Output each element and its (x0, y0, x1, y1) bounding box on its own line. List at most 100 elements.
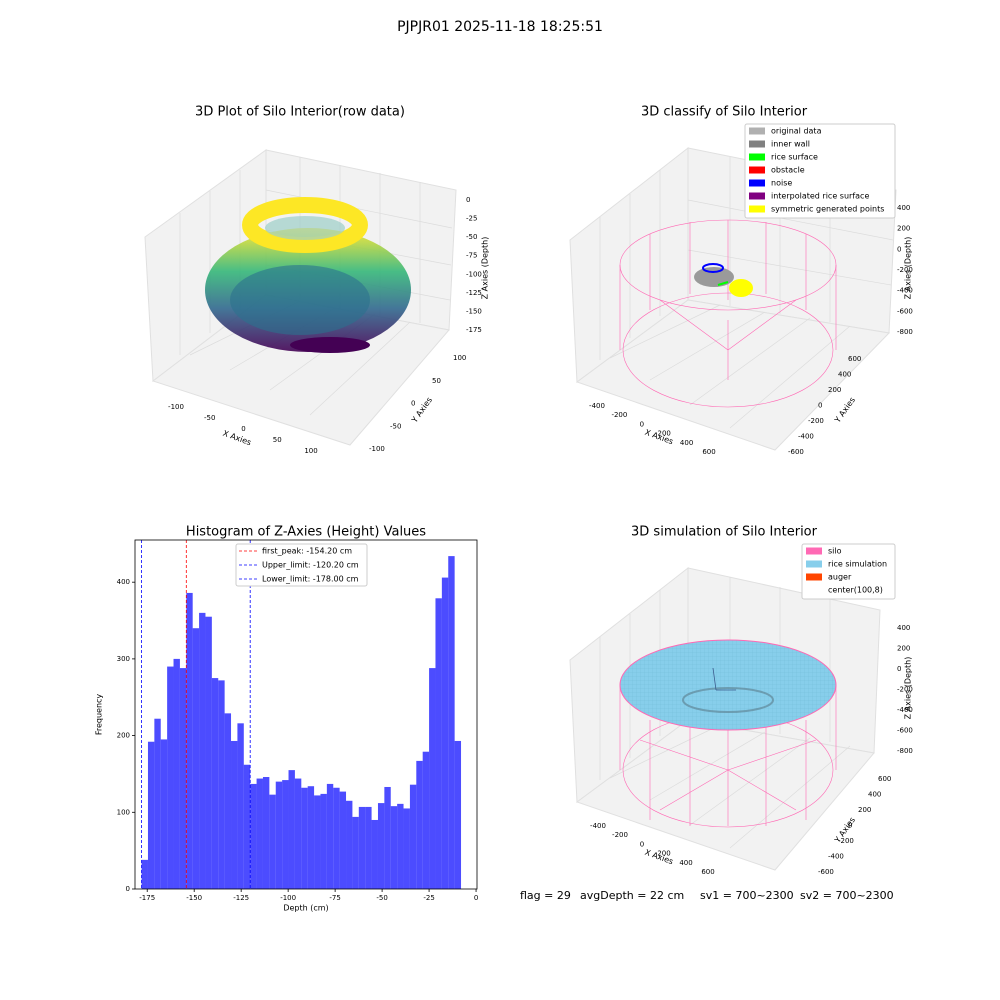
axes-frame (134, 539, 478, 890)
legend-swatch (806, 547, 822, 555)
axis-label: Y Axies (832, 396, 857, 426)
bar (141, 859, 148, 889)
status-text: avgDepth = 22 cm (580, 889, 684, 902)
x-tick-label: -75 (329, 894, 340, 902)
y-tick-label: -400 (798, 433, 814, 441)
x-tick-label: 200 (657, 850, 670, 858)
y-tick-label: 0 (411, 400, 415, 408)
y-tick-label: 400 (868, 791, 881, 799)
z-tick-label: -100 (466, 270, 482, 278)
legend-swatch (749, 192, 765, 200)
bar (377, 803, 385, 889)
z-tick-label: 0 (466, 196, 470, 204)
z-tick-label: 400 (897, 624, 910, 632)
legend-label: rice simulation (828, 560, 887, 569)
z-tick-label: -200 (897, 266, 913, 274)
x-tick-label: 0 (474, 894, 478, 902)
x-tick-label: -200 (612, 831, 628, 839)
axis-label: Z Axies (Depth) (904, 657, 913, 720)
bar (358, 806, 366, 889)
bar (307, 786, 315, 889)
bar (403, 808, 410, 889)
axis-label: X Axies (222, 429, 253, 448)
y-tick-label: 200 (117, 732, 130, 740)
y-tick-label: -100 (369, 445, 385, 453)
legend-box (801, 543, 896, 600)
bar (429, 668, 436, 889)
legend-label: inner wall (771, 140, 810, 149)
bar (256, 778, 263, 889)
x-tick-label: 0 (640, 420, 644, 428)
bar (186, 592, 193, 889)
legend-label: center(100,8) (828, 586, 883, 595)
x-tick-label: 200 (658, 430, 671, 438)
y-axis-label: Frequency (95, 694, 104, 736)
plot3d-1-scene (144, 149, 457, 446)
legend-label: interpolated rice surface (771, 192, 869, 201)
y-tick-label: -50 (390, 422, 401, 430)
x-tick-label: 600 (701, 868, 714, 876)
y-tick-label: -200 (838, 837, 854, 845)
z-tick-label: -400 (897, 706, 913, 714)
subplot-title: 3D Plot of Silo Interior(row data) (195, 105, 405, 120)
x-tick-label: -150 (186, 894, 202, 902)
axis-label: Z Axies (Depth) (481, 237, 490, 300)
legend-box (235, 543, 368, 587)
bar (294, 778, 302, 889)
y-tick-label: 400 (117, 578, 130, 586)
legend-swatch (749, 127, 765, 135)
bar (218, 680, 225, 889)
status-text: flag = 29 (520, 889, 571, 902)
bar (179, 668, 187, 889)
legend-swatch (749, 166, 765, 174)
y-tick-label: -600 (818, 868, 834, 876)
z-tick-label: -50 (466, 233, 477, 241)
bar (365, 806, 372, 889)
legend-label: rice surface (771, 153, 818, 162)
z-tick-label: 0 (897, 245, 901, 253)
x-tick-label: -100 (168, 403, 184, 411)
x-tick-label: -50 (376, 894, 387, 902)
legend-label: Lower_limit: -178.00 cm (262, 575, 359, 584)
x-tick-label: 100 (304, 447, 317, 455)
bar (320, 793, 327, 889)
legend-label: original data (771, 127, 822, 136)
legend-label: silo (828, 547, 842, 556)
bar (147, 741, 155, 889)
y-tick-label: 200 (858, 806, 871, 814)
legend-swatch (749, 205, 765, 213)
bar (243, 764, 251, 889)
y-tick-label: 0 (818, 402, 822, 410)
bar (448, 556, 455, 889)
legend-swatch (806, 560, 822, 568)
status-text: sv1 = 700~2300 (700, 889, 794, 902)
x-tick-label: -400 (589, 402, 605, 410)
y-tick-label: -600 (788, 448, 804, 456)
z-tick-label: -400 (897, 287, 913, 295)
bar (326, 783, 334, 889)
z-tick-label: -25 (466, 215, 477, 223)
y-tick-label: -400 (828, 853, 844, 861)
axis-label: Z Axies (Depth) (904, 237, 913, 300)
x-tick-label: 50 (273, 436, 282, 444)
bar (454, 740, 462, 889)
y-tick-label: 100 (453, 354, 466, 362)
bar (397, 803, 404, 889)
z-tick-label: -200 (897, 686, 913, 694)
y-tick-label: 300 (117, 655, 130, 663)
bar (301, 787, 308, 889)
z-tick-label: 200 (897, 225, 910, 233)
subplot-title: 3D classify of Silo Interior (641, 105, 808, 120)
z-tick-label: 200 (897, 645, 910, 653)
legend-swatch (806, 573, 822, 581)
bar (422, 751, 430, 889)
bar (224, 713, 232, 889)
z-tick-label: -600 (897, 727, 913, 735)
x-tick-label: 0 (241, 425, 245, 433)
z-tick-label: -600 (897, 307, 913, 315)
y-tick-label: 200 (828, 386, 841, 394)
y-tick-label: 600 (878, 775, 891, 783)
y-tick-label: 400 (838, 371, 851, 379)
legend-label: Upper_limit: -120.20 cm (262, 561, 359, 570)
z-tick-label: -125 (466, 289, 482, 297)
